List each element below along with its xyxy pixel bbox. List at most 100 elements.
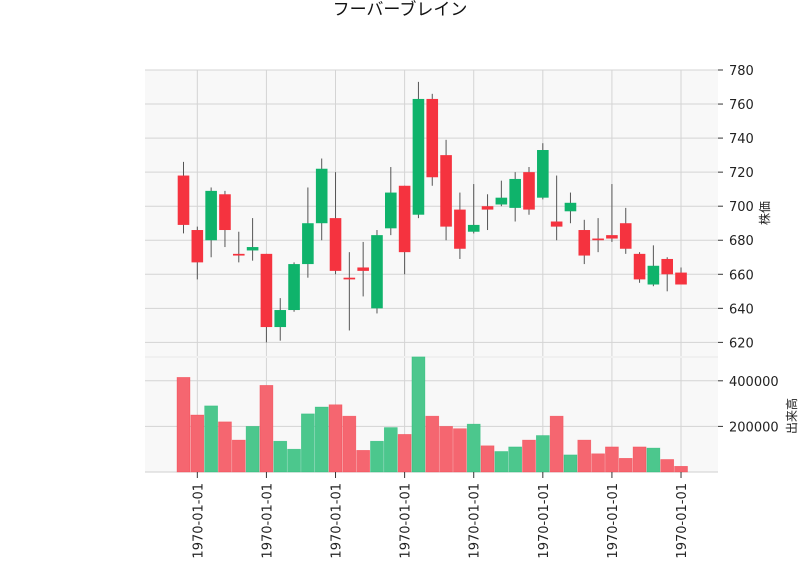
candle-down xyxy=(260,253,273,328)
candle-up xyxy=(246,247,259,251)
volume-bar xyxy=(494,451,509,473)
price-tick-label: 740 xyxy=(729,132,754,147)
volume-bar xyxy=(439,426,453,473)
volume-bar xyxy=(536,435,550,473)
volume-bar xyxy=(342,415,357,473)
x-tick-label: 1970-01-01 xyxy=(330,483,345,559)
volume-bar xyxy=(259,385,274,473)
candle-down xyxy=(357,267,369,271)
price-tick-label: 620 xyxy=(729,336,754,351)
volume-bar xyxy=(563,454,578,473)
volume-tick-label: 200000 xyxy=(729,420,779,435)
price-tick-label: 660 xyxy=(729,268,754,283)
price-axis-label: 株価 xyxy=(757,201,772,225)
x-tick-label: 1970-01-01 xyxy=(675,483,690,559)
candle-down xyxy=(633,253,646,280)
volume-bar xyxy=(660,459,675,473)
volume-bar xyxy=(522,439,536,473)
candle-up xyxy=(371,235,383,309)
price-tick-label: 700 xyxy=(729,200,754,215)
chart-title: フーバーブレイン xyxy=(333,0,468,20)
candle-down xyxy=(329,218,342,271)
price-tick-label: 680 xyxy=(729,234,754,249)
candle-up xyxy=(302,223,314,265)
candle-down xyxy=(454,209,466,249)
volume-bar xyxy=(176,377,191,473)
candle-down xyxy=(592,238,604,241)
volume-bar xyxy=(674,465,688,473)
candle-up xyxy=(467,224,480,232)
volume-bar xyxy=(273,440,288,473)
price-tick-label: 720 xyxy=(729,166,754,181)
candle-down xyxy=(191,230,204,263)
candle-up xyxy=(537,150,549,198)
candle-down xyxy=(440,155,452,227)
volume-axis-label: 出来高 xyxy=(784,398,799,434)
price-tick-label: 760 xyxy=(729,98,754,113)
candle-down xyxy=(606,235,618,239)
candle-down xyxy=(675,272,687,285)
candle-down xyxy=(661,258,673,275)
candle-down xyxy=(398,185,411,253)
volume-bar xyxy=(508,446,522,473)
candle-down xyxy=(523,172,535,210)
candle-up xyxy=(509,178,521,208)
volume-bar xyxy=(383,427,398,473)
candle-up xyxy=(274,310,287,328)
x-tick-label: 1970-01-01 xyxy=(399,483,414,559)
volume-bar xyxy=(425,415,440,473)
candle-up xyxy=(495,197,508,205)
volume-bar xyxy=(245,426,260,473)
axes: 620 640 660 680 700 720 740 760 780 200000 400000 1… xyxy=(191,64,778,559)
volume-bar xyxy=(605,446,619,473)
volume-bar xyxy=(301,413,315,473)
candle-up xyxy=(647,265,660,285)
candle-down xyxy=(619,223,632,249)
volume-bar xyxy=(287,448,301,473)
x-tick-label: 1970-01-01 xyxy=(537,483,552,559)
volume-bar xyxy=(549,415,564,473)
volume-bar xyxy=(204,405,218,473)
volume-bar xyxy=(411,356,426,473)
volume-bar xyxy=(190,414,205,473)
x-tick-label: 1970-01-01 xyxy=(191,483,206,559)
candle-down xyxy=(426,98,439,178)
price-tick-label: 780 xyxy=(729,64,754,79)
candle-up xyxy=(205,190,217,241)
volume-bar xyxy=(328,404,343,473)
candle-up xyxy=(315,168,328,224)
volume-bar xyxy=(577,439,592,473)
candle-down xyxy=(219,194,231,231)
volume-bar xyxy=(466,423,481,473)
candle-down xyxy=(550,221,563,227)
candle-up xyxy=(288,264,300,311)
candles xyxy=(177,81,687,343)
candle-down xyxy=(578,230,591,256)
candle-up xyxy=(564,202,577,212)
candle-down xyxy=(481,206,494,210)
volume-bar xyxy=(632,446,647,473)
volume-bar xyxy=(218,421,232,473)
volume-bar xyxy=(591,453,605,473)
volume-bar xyxy=(397,434,412,473)
volume-bar xyxy=(356,450,370,473)
candle-down xyxy=(232,253,245,256)
candle-up xyxy=(412,98,425,215)
volume-bar xyxy=(370,440,384,473)
candle-down xyxy=(177,175,190,225)
x-tick-label: 1970-01-01 xyxy=(468,483,483,559)
volume-bars xyxy=(176,356,688,473)
volume-bar xyxy=(453,428,467,473)
volume-bar xyxy=(314,406,329,473)
volume-tick-label: 400000 xyxy=(729,375,779,390)
candle-up xyxy=(385,192,397,229)
volume-bar xyxy=(231,439,246,473)
volume-bar xyxy=(480,445,495,473)
x-tick-label: 1970-01-01 xyxy=(606,483,621,559)
price-tick-label: 640 xyxy=(729,302,754,317)
volume-bar xyxy=(646,447,661,473)
volume-bar xyxy=(618,458,633,473)
candle-down xyxy=(343,277,356,280)
x-tick-label: 1970-01-01 xyxy=(260,483,275,559)
